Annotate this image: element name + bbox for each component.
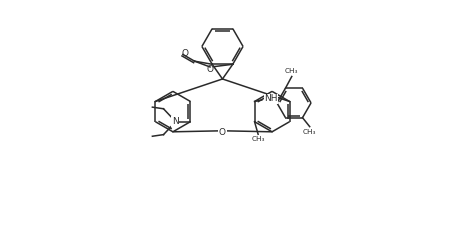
Text: NH: NH <box>264 94 278 104</box>
Text: CH₃: CH₃ <box>303 129 316 135</box>
Text: O: O <box>219 128 226 137</box>
Text: CH₃: CH₃ <box>251 136 265 142</box>
Text: N: N <box>172 117 179 126</box>
Text: O: O <box>181 49 188 58</box>
Text: CH₃: CH₃ <box>285 68 299 74</box>
Text: O: O <box>206 65 213 74</box>
